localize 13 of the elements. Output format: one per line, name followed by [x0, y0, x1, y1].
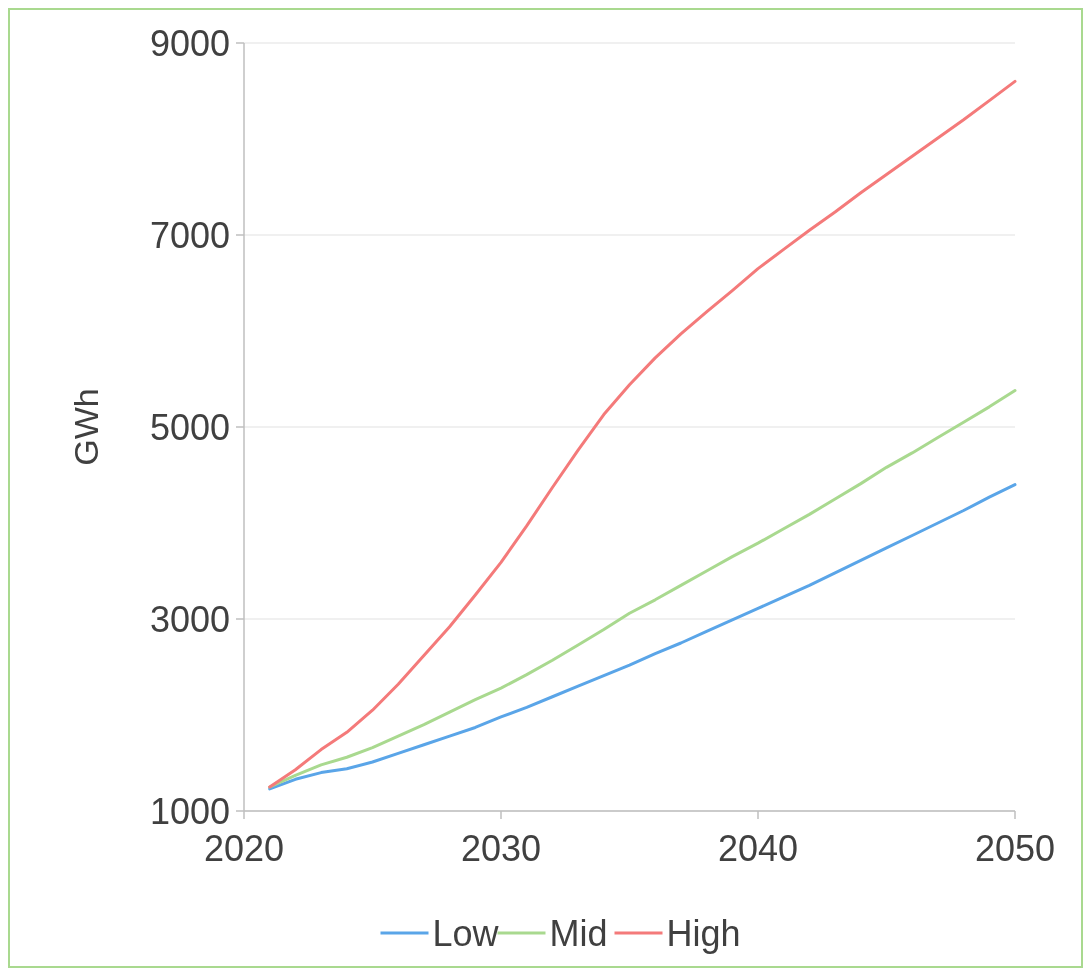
- x-tick-label: 2050: [974, 828, 1056, 869]
- legend-label: Mid: [549, 912, 608, 954]
- x-tick-label: 2030: [460, 828, 542, 869]
- legend-label: High: [666, 912, 741, 954]
- y-tick-label: 7000: [149, 214, 230, 256]
- y-tick-label: 3000: [149, 598, 230, 640]
- line-series: [268, 483, 1017, 791]
- y-tick-label: 9000: [149, 22, 230, 64]
- line-series: [268, 79, 1017, 789]
- y-tick-label: 5000: [149, 406, 230, 448]
- x-tick-label: 2040: [717, 828, 799, 869]
- y-axis-title: GWh: [67, 388, 105, 466]
- legend-label: Low: [432, 912, 500, 954]
